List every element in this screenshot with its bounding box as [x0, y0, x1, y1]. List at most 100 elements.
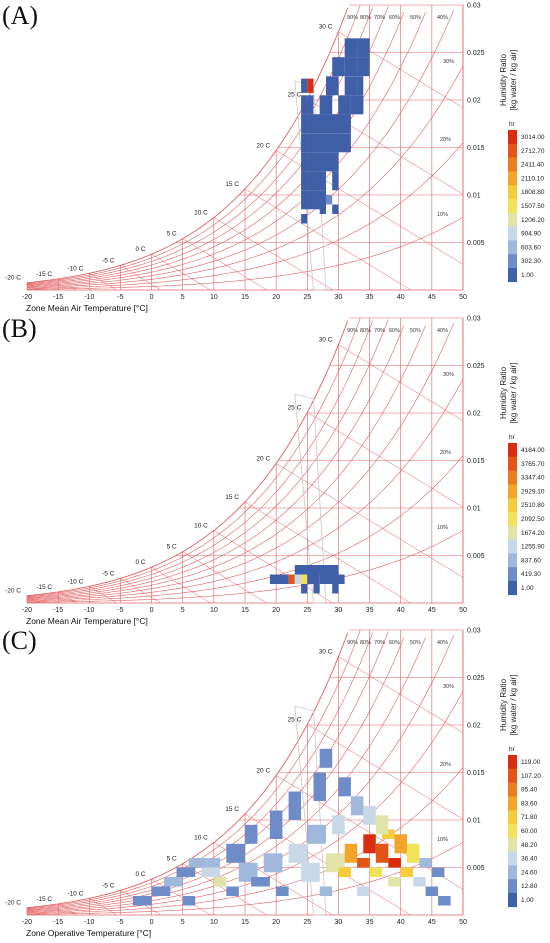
- heatmap-cell: [313, 772, 326, 801]
- heatmap-cell: [288, 843, 308, 863]
- x-tick-label: -10: [84, 294, 94, 301]
- rh-label: 30%: [443, 59, 454, 65]
- heatmap-cell: [301, 133, 308, 153]
- saturation-temp-label: 15 C: [225, 181, 239, 188]
- y-tick-label: 0.03: [467, 628, 481, 635]
- wetbulb-line: [89, 586, 117, 604]
- x-axis-title: Zone Mean Air Temperature [°C]: [26, 303, 148, 313]
- heatmap-cell: [319, 204, 326, 214]
- heatmap-cell: [394, 834, 407, 854]
- rh-label: 10%: [437, 837, 448, 843]
- heatmap-cell: [226, 886, 239, 896]
- x-tick-label: 25: [303, 607, 311, 614]
- x-axis-title: Zone Operative Temperature [°C]: [26, 928, 151, 938]
- heatmap-cell: [307, 78, 314, 93]
- heatmap-cell: [288, 791, 302, 820]
- x-tick-label: -10: [84, 607, 94, 614]
- side-axis-title: Humidity Ratio [kg water / kg air]: [499, 50, 518, 111]
- legend-swatch: [508, 567, 517, 582]
- rh-curve: [26, 323, 454, 601]
- panel-label: (A): [2, 1, 38, 30]
- x-tick-label: 0: [150, 919, 154, 926]
- rh-curve: [26, 7, 349, 284]
- x-tick-label: -20: [22, 607, 32, 614]
- heatmap-cell: [301, 171, 308, 191]
- heatmap-cell: [400, 867, 414, 877]
- saturation-temp-label: 15 C: [225, 494, 239, 501]
- x-tick-label: -20: [22, 919, 32, 926]
- heatmap-cell: [245, 824, 258, 844]
- legend-label: 1255.90: [521, 544, 545, 551]
- x-tick-label: 25: [303, 919, 311, 926]
- wetbulb-line: [244, 501, 411, 604]
- legend-swatch: [508, 782, 517, 797]
- saturation-temp-label: 0 C: [135, 871, 145, 878]
- wetbulb-line: [120, 578, 161, 604]
- side-title-line2: [kg water / kg air]: [509, 675, 518, 736]
- rh-curve: [26, 841, 464, 915]
- panel-label: (C): [2, 626, 37, 655]
- legend-swatch: [508, 879, 517, 894]
- legend-swatch: [508, 268, 517, 283]
- heatmap-cell: [338, 133, 351, 153]
- heatmap-cell: [132, 896, 152, 906]
- heatmap-cell: [301, 190, 308, 210]
- heatmap-cell: [344, 843, 358, 863]
- side-axis-title: Humidity Ratio [kg water / kg air]: [499, 675, 518, 736]
- heatmap-cell: [319, 95, 333, 115]
- legend-label: 3765.70: [521, 461, 545, 468]
- rh-label: 70%: [374, 640, 385, 646]
- legend-label: 1206.20: [521, 217, 545, 224]
- heatmap-cell: [326, 152, 339, 172]
- rh-label: 10%: [437, 212, 448, 218]
- legend-swatch: [508, 581, 517, 596]
- y-tick-label: 0.02: [467, 723, 481, 730]
- x-tick-label: 25: [303, 294, 311, 301]
- y-tick-label: 0.01: [467, 506, 481, 513]
- legend-swatch: [508, 240, 517, 255]
- heatmap-cell: [350, 796, 364, 816]
- legend-swatch: [508, 865, 517, 880]
- heatmap-cell: [313, 574, 320, 584]
- side-title-line1: Humidity Ratio: [499, 53, 508, 106]
- rh-label: 40%: [437, 328, 448, 334]
- heatmap-cell: [164, 877, 183, 887]
- wetbulb-line: [182, 863, 267, 916]
- saturation-temp-label: 15 C: [225, 806, 239, 813]
- saturation-temp-label: 30 C: [319, 337, 333, 344]
- y-tick-label: 0.015: [467, 145, 485, 152]
- rh-label: 80%: [360, 640, 371, 646]
- legend-label: 2929.10: [521, 488, 545, 495]
- rh-label: 50%: [410, 328, 421, 334]
- rh-label: 50%: [410, 15, 421, 21]
- rh-curve: [26, 320, 349, 597]
- heatmap-cell: [301, 214, 308, 224]
- rh-curve: [26, 318, 361, 597]
- x-tick-label: 15: [241, 607, 249, 614]
- rh-curve: [26, 65, 464, 289]
- y-tick-label: 0.025: [467, 675, 485, 682]
- heatmap-cell: [307, 152, 314, 172]
- heatmap-cell: [188, 858, 208, 868]
- legend-label: 2411.40: [521, 162, 544, 169]
- wetbulb-line: [151, 253, 211, 291]
- legend-label: 2712.70: [521, 148, 545, 155]
- legend-label: 1.00: [521, 272, 534, 279]
- x-tick-label: 35: [366, 607, 374, 614]
- heatmap-cell: [301, 584, 308, 594]
- wetbulb-line: [26, 595, 40, 604]
- wetbulb-line: [26, 282, 40, 291]
- x-axis-title: Zone Mean Air Temperature [°C]: [26, 616, 148, 626]
- x-tick-label: 15: [241, 294, 249, 301]
- legend-swatch: [508, 768, 517, 783]
- legend-swatch: [508, 539, 517, 554]
- heatmap-cell: [301, 95, 308, 115]
- wetbulb-line: [151, 878, 211, 916]
- saturation-temp-label: 0 C: [135, 559, 145, 566]
- legend-swatch: [508, 824, 517, 839]
- heatmap-cell: [276, 886, 289, 896]
- x-tick-label: 30: [335, 294, 343, 301]
- heatmap-cell: [363, 805, 376, 825]
- legend-label: 2510.80: [521, 502, 545, 509]
- y-tick-label: 0.005: [467, 865, 485, 872]
